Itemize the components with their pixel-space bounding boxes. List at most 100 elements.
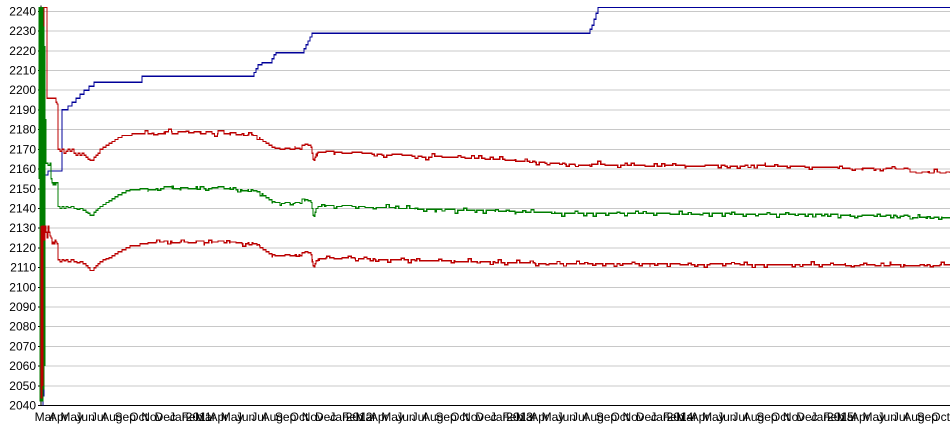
x-axis-month-label: Jan: [490, 410, 509, 424]
x-axis-month-label: Aug: [903, 410, 924, 424]
y-axis-tick-label: 2200: [9, 83, 36, 97]
y-axis-tick-label: 2240: [9, 4, 36, 18]
x-axis-month-label: Jun: [236, 410, 255, 424]
x-axis-month-label: Mar: [837, 410, 858, 424]
x-axis-month-label: Mar: [355, 410, 376, 424]
x-axis-month-label: Sep: [275, 410, 297, 424]
x-axis-month-label: Dec: [475, 410, 496, 424]
y-axis-labels-group: 2040 2050 2060 2070 2080 2090 2100 2110 2120 2130…: [9, 4, 41, 413]
x-axis-month-label: Oct: [771, 410, 790, 424]
green-middle-series: [38, 6, 950, 402]
x-axis-month-label: Sep: [115, 410, 137, 424]
y-axis-tick-label: 2160: [9, 162, 36, 176]
y-axis-tick-label: 2060: [9, 359, 36, 373]
x-axis-month-label: Nov: [623, 410, 644, 424]
x-axis-month-label: May: [702, 410, 725, 424]
y-axis-tick-label: 2100: [9, 280, 36, 294]
y-axis-tick-label: 2110: [10, 261, 36, 275]
x-axis-month-label: Apr: [851, 410, 870, 424]
x-axis-year-label: 2011: [186, 410, 212, 424]
lower-red-band-series: [40, 225, 950, 399]
x-axis-month-label: Feb: [823, 410, 844, 424]
upper-red-band-series: [40, 6, 950, 399]
x-axis-month-label: Jun: [878, 410, 897, 424]
x-axis-month-label: Mar: [516, 410, 537, 424]
x-axis-month-label: Jul: [732, 410, 747, 424]
x-axis-month-label: Dec: [155, 410, 176, 424]
x-axis-month-label: Dec: [796, 410, 817, 424]
x-axis-month-label: Apr: [370, 410, 389, 424]
x-axis-month-label: Jul: [893, 410, 908, 424]
series-group: [38, 6, 950, 406]
x-axis-month-label: Jul: [251, 410, 266, 424]
x-axis-month-label: Jun: [717, 410, 736, 424]
x-axis-month-label: May: [862, 410, 885, 424]
x-axis-month-label: Apr: [691, 410, 710, 424]
x-axis-month-label: Jan: [811, 410, 830, 424]
y-axis-tick-label: 2210: [9, 64, 36, 78]
x-axis-month-label: Sep: [435, 410, 457, 424]
x-axis-month-label: Oct: [129, 410, 148, 424]
x-axis-year-label: 2012: [346, 410, 373, 424]
x-axis-month-label: Apr: [530, 410, 549, 424]
y-axis-tick-label: 2070: [9, 339, 36, 353]
x-axis-month-label: Feb: [503, 410, 524, 424]
x-axis-month-label: Nov: [462, 410, 483, 424]
x-axis-month-label: Nov: [783, 410, 804, 424]
y-axis-tick-label: 2220: [9, 44, 36, 58]
y-axis-tick-label: 2040: [9, 399, 36, 413]
x-axis-month-label: Nov: [141, 410, 162, 424]
x-axis-month-label: Jan: [329, 410, 348, 424]
x-axis-month-label: Dec: [315, 410, 336, 424]
x-axis-month-label: Sep: [917, 410, 939, 424]
x-axis-month-label: Sep: [756, 410, 778, 424]
y-axis-tick-label: 2140: [9, 202, 36, 216]
x-axis-month-label: Oct: [290, 410, 309, 424]
x-axis-month-label: Jan: [169, 410, 188, 424]
x-axis-month-label: Mar: [35, 410, 56, 424]
x-axis-month-label: Feb: [182, 410, 203, 424]
x-axis-month-label: Jun: [75, 410, 94, 424]
x-axis-month-label: May: [542, 410, 565, 424]
axes-group: [40, 5, 950, 407]
y-axis-tick-label: 2130: [9, 221, 36, 235]
x-axis-month-label: Mar: [195, 410, 216, 424]
blue-step-series: [42, 6, 950, 406]
x-axis-year-label: 2015: [827, 410, 854, 424]
x-axis-month-label: Nov: [302, 410, 323, 424]
x-axis-month-label: Sep: [596, 410, 618, 424]
x-axis-month-label: Aug: [262, 410, 283, 424]
x-axis-month-label: Oct: [450, 410, 469, 424]
y-axis-tick-label: 2170: [9, 142, 36, 156]
y-axis-tick-label: 2150: [9, 182, 36, 196]
y-axis-tick-label: 2120: [9, 241, 36, 255]
x-axis-month-label: Jul: [412, 410, 427, 424]
x-axis-month-label: Jul: [572, 410, 587, 424]
x-axis-month-label: Feb: [663, 410, 684, 424]
x-axis-month-label: Apr: [209, 410, 228, 424]
y-axis-tick-label: 2180: [9, 123, 36, 137]
x-axis-month-label: Jun: [557, 410, 576, 424]
x-axis-month-label: Mar: [676, 410, 697, 424]
gridlines-group: [42, 10, 950, 387]
x-axis-month-label: Apr: [49, 410, 68, 424]
x-axis-month-label: Aug: [743, 410, 764, 424]
x-axis-month-label: Jun: [396, 410, 415, 424]
y-axis-tick-label: 2190: [9, 103, 36, 117]
x-axis-labels-group: MarAprMayJunJulAugSepOctNovDecJanFebMarA…: [35, 410, 950, 424]
x-axis-year-label: 2014: [667, 410, 694, 424]
x-axis-month-label: Jan: [650, 410, 669, 424]
x-axis-month-label: May: [381, 410, 404, 424]
x-axis-month-label: Aug: [422, 410, 443, 424]
y-axis-tick-label: 2080: [9, 320, 36, 334]
x-axis-month-label: Dec: [636, 410, 657, 424]
x-axis-month-label: May: [60, 410, 83, 424]
x-axis-month-label: Aug: [101, 410, 122, 424]
y-axis-tick-label: 2230: [9, 24, 36, 38]
x-axis-year-label: 2013: [506, 410, 533, 424]
y-axis-tick-label: 2050: [9, 379, 36, 393]
x-axis-month-label: Feb: [342, 410, 363, 424]
x-axis-month-label: Aug: [582, 410, 603, 424]
